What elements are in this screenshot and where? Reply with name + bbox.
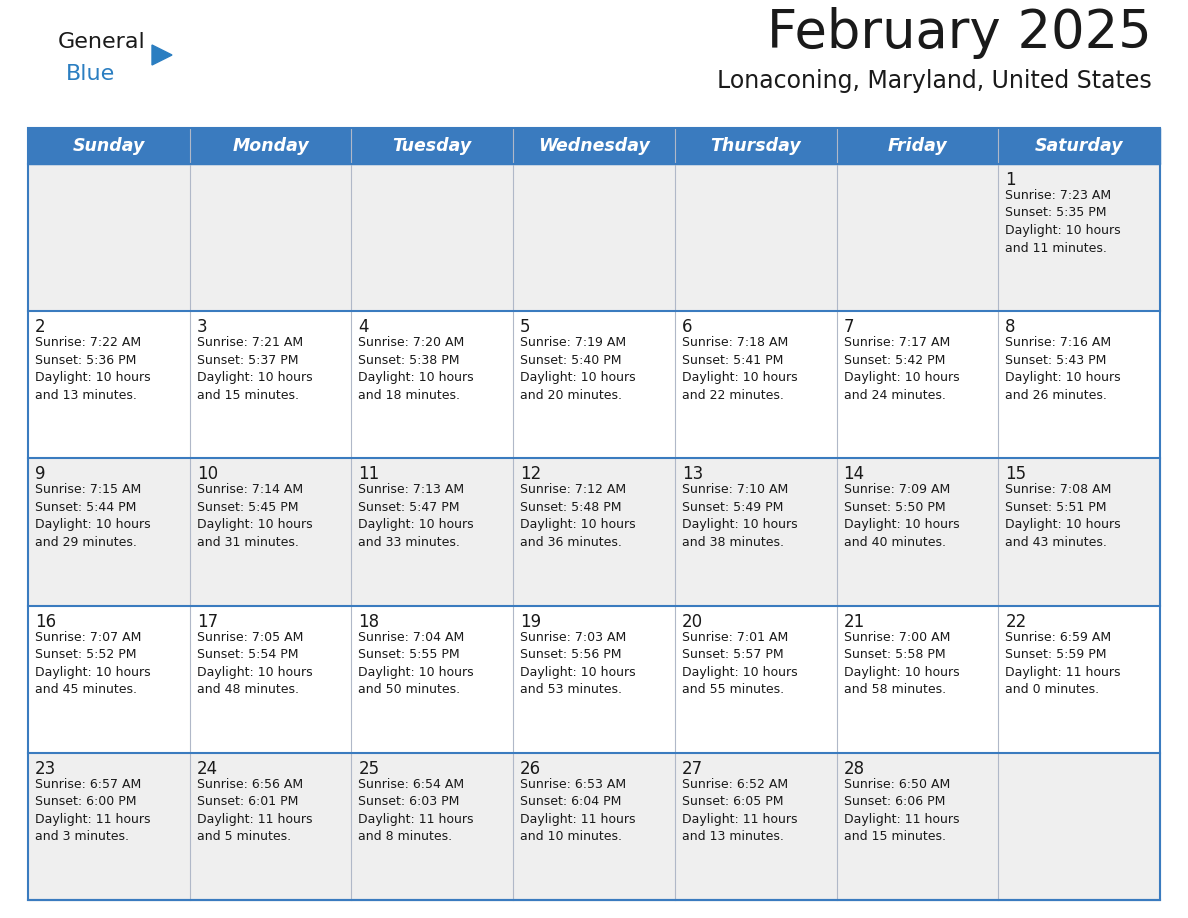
Text: 1: 1 <box>1005 171 1016 189</box>
Bar <box>29 606 1159 753</box>
Text: 22: 22 <box>1005 612 1026 631</box>
Text: Sunrise: 7:01 AM
Sunset: 5:57 PM
Daylight: 10 hours
and 55 minutes.: Sunrise: 7:01 AM Sunset: 5:57 PM Dayligh… <box>682 631 797 696</box>
Text: 17: 17 <box>197 612 217 631</box>
Text: 7: 7 <box>843 319 854 336</box>
Text: Sunrise: 7:18 AM
Sunset: 5:41 PM
Daylight: 10 hours
and 22 minutes.: Sunrise: 7:18 AM Sunset: 5:41 PM Dayligh… <box>682 336 797 402</box>
Text: Sunrise: 7:09 AM
Sunset: 5:50 PM
Daylight: 10 hours
and 40 minutes.: Sunrise: 7:09 AM Sunset: 5:50 PM Dayligh… <box>843 484 959 549</box>
Text: 3: 3 <box>197 319 208 336</box>
Text: Sunrise: 7:05 AM
Sunset: 5:54 PM
Daylight: 10 hours
and 48 minutes.: Sunrise: 7:05 AM Sunset: 5:54 PM Dayligh… <box>197 631 312 696</box>
Text: 21: 21 <box>843 612 865 631</box>
Text: 14: 14 <box>843 465 865 484</box>
Text: Sunrise: 7:15 AM
Sunset: 5:44 PM
Daylight: 10 hours
and 29 minutes.: Sunrise: 7:15 AM Sunset: 5:44 PM Dayligh… <box>34 484 151 549</box>
Text: 2: 2 <box>34 319 45 336</box>
Text: Sunrise: 7:20 AM
Sunset: 5:38 PM
Daylight: 10 hours
and 18 minutes.: Sunrise: 7:20 AM Sunset: 5:38 PM Dayligh… <box>359 336 474 402</box>
Text: Saturday: Saturday <box>1035 137 1124 155</box>
Text: 24: 24 <box>197 760 217 778</box>
Text: 10: 10 <box>197 465 217 484</box>
Bar <box>29 128 1159 900</box>
Text: 16: 16 <box>34 612 56 631</box>
Text: Sunrise: 6:52 AM
Sunset: 6:05 PM
Daylight: 11 hours
and 13 minutes.: Sunrise: 6:52 AM Sunset: 6:05 PM Dayligh… <box>682 778 797 844</box>
Text: Sunrise: 6:53 AM
Sunset: 6:04 PM
Daylight: 11 hours
and 10 minutes.: Sunrise: 6:53 AM Sunset: 6:04 PM Dayligh… <box>520 778 636 844</box>
Text: Sunrise: 6:54 AM
Sunset: 6:03 PM
Daylight: 11 hours
and 8 minutes.: Sunrise: 6:54 AM Sunset: 6:03 PM Dayligh… <box>359 778 474 844</box>
Text: Sunrise: 6:57 AM
Sunset: 6:00 PM
Daylight: 11 hours
and 3 minutes.: Sunrise: 6:57 AM Sunset: 6:00 PM Dayligh… <box>34 778 151 844</box>
Text: Sunrise: 7:16 AM
Sunset: 5:43 PM
Daylight: 10 hours
and 26 minutes.: Sunrise: 7:16 AM Sunset: 5:43 PM Dayligh… <box>1005 336 1121 402</box>
Text: 4: 4 <box>359 319 369 336</box>
Text: Sunrise: 7:13 AM
Sunset: 5:47 PM
Daylight: 10 hours
and 33 minutes.: Sunrise: 7:13 AM Sunset: 5:47 PM Dayligh… <box>359 484 474 549</box>
Text: 20: 20 <box>682 612 703 631</box>
Text: 15: 15 <box>1005 465 1026 484</box>
Bar <box>29 753 1159 900</box>
Text: Sunrise: 7:21 AM
Sunset: 5:37 PM
Daylight: 10 hours
and 15 minutes.: Sunrise: 7:21 AM Sunset: 5:37 PM Dayligh… <box>197 336 312 402</box>
Text: Sunrise: 7:22 AM
Sunset: 5:36 PM
Daylight: 10 hours
and 13 minutes.: Sunrise: 7:22 AM Sunset: 5:36 PM Dayligh… <box>34 336 151 402</box>
Text: 26: 26 <box>520 760 542 778</box>
Text: Sunrise: 7:08 AM
Sunset: 5:51 PM
Daylight: 10 hours
and 43 minutes.: Sunrise: 7:08 AM Sunset: 5:51 PM Dayligh… <box>1005 484 1121 549</box>
Text: Lonaconing, Maryland, United States: Lonaconing, Maryland, United States <box>718 69 1152 93</box>
Text: General: General <box>58 32 146 52</box>
Text: 13: 13 <box>682 465 703 484</box>
Text: Wednesday: Wednesday <box>538 137 650 155</box>
Text: Sunrise: 7:03 AM
Sunset: 5:56 PM
Daylight: 10 hours
and 53 minutes.: Sunrise: 7:03 AM Sunset: 5:56 PM Dayligh… <box>520 631 636 696</box>
Text: Sunrise: 7:10 AM
Sunset: 5:49 PM
Daylight: 10 hours
and 38 minutes.: Sunrise: 7:10 AM Sunset: 5:49 PM Dayligh… <box>682 484 797 549</box>
Text: 5: 5 <box>520 319 531 336</box>
Text: 12: 12 <box>520 465 542 484</box>
Bar <box>29 311 1159 458</box>
Text: 19: 19 <box>520 612 542 631</box>
Text: Sunday: Sunday <box>72 137 145 155</box>
Text: Sunrise: 7:19 AM
Sunset: 5:40 PM
Daylight: 10 hours
and 20 minutes.: Sunrise: 7:19 AM Sunset: 5:40 PM Dayligh… <box>520 336 636 402</box>
Text: 8: 8 <box>1005 319 1016 336</box>
Bar <box>29 164 1159 311</box>
Text: Monday: Monday <box>232 137 309 155</box>
Bar <box>29 128 1159 164</box>
Text: Sunrise: 7:00 AM
Sunset: 5:58 PM
Daylight: 10 hours
and 58 minutes.: Sunrise: 7:00 AM Sunset: 5:58 PM Dayligh… <box>843 631 959 696</box>
Text: 27: 27 <box>682 760 703 778</box>
Text: Sunrise: 7:07 AM
Sunset: 5:52 PM
Daylight: 10 hours
and 45 minutes.: Sunrise: 7:07 AM Sunset: 5:52 PM Dayligh… <box>34 631 151 696</box>
Text: Sunrise: 6:50 AM
Sunset: 6:06 PM
Daylight: 11 hours
and 15 minutes.: Sunrise: 6:50 AM Sunset: 6:06 PM Dayligh… <box>843 778 959 844</box>
Polygon shape <box>152 45 172 65</box>
Text: 25: 25 <box>359 760 379 778</box>
Text: 18: 18 <box>359 612 379 631</box>
Text: Sunrise: 7:12 AM
Sunset: 5:48 PM
Daylight: 10 hours
and 36 minutes.: Sunrise: 7:12 AM Sunset: 5:48 PM Dayligh… <box>520 484 636 549</box>
Text: Blue: Blue <box>67 64 115 84</box>
Text: Sunrise: 6:59 AM
Sunset: 5:59 PM
Daylight: 11 hours
and 0 minutes.: Sunrise: 6:59 AM Sunset: 5:59 PM Dayligh… <box>1005 631 1120 696</box>
Text: 28: 28 <box>843 760 865 778</box>
Text: 6: 6 <box>682 319 693 336</box>
Text: Thursday: Thursday <box>710 137 801 155</box>
Text: 23: 23 <box>34 760 56 778</box>
Text: 11: 11 <box>359 465 380 484</box>
Bar <box>29 458 1159 606</box>
Text: Tuesday: Tuesday <box>393 137 472 155</box>
Text: February 2025: February 2025 <box>767 7 1152 59</box>
Text: Friday: Friday <box>887 137 947 155</box>
Text: Sunrise: 7:14 AM
Sunset: 5:45 PM
Daylight: 10 hours
and 31 minutes.: Sunrise: 7:14 AM Sunset: 5:45 PM Dayligh… <box>197 484 312 549</box>
Text: Sunrise: 7:23 AM
Sunset: 5:35 PM
Daylight: 10 hours
and 11 minutes.: Sunrise: 7:23 AM Sunset: 5:35 PM Dayligh… <box>1005 189 1121 254</box>
Text: Sunrise: 6:56 AM
Sunset: 6:01 PM
Daylight: 11 hours
and 5 minutes.: Sunrise: 6:56 AM Sunset: 6:01 PM Dayligh… <box>197 778 312 844</box>
Text: Sunrise: 7:17 AM
Sunset: 5:42 PM
Daylight: 10 hours
and 24 minutes.: Sunrise: 7:17 AM Sunset: 5:42 PM Dayligh… <box>843 336 959 402</box>
Text: Sunrise: 7:04 AM
Sunset: 5:55 PM
Daylight: 10 hours
and 50 minutes.: Sunrise: 7:04 AM Sunset: 5:55 PM Dayligh… <box>359 631 474 696</box>
Text: 9: 9 <box>34 465 45 484</box>
